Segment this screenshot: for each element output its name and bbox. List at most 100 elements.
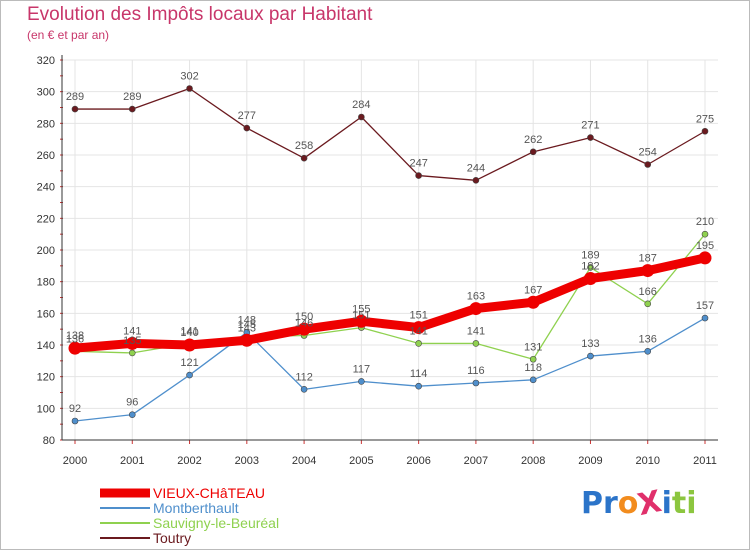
logo-letter: o (617, 486, 639, 521)
logo-letter: P (581, 486, 603, 521)
data-label-vieux-ch-teau: 140 (180, 327, 198, 339)
data-label-vieux-ch-teau: 195 (696, 240, 714, 252)
data-point-vieux-ch-teau (526, 295, 540, 309)
x-tick-label: 2002 (177, 455, 201, 467)
data-point-toutry (701, 127, 709, 135)
data-label-sauvigny-le-beur-al: 151 (352, 310, 370, 322)
data-label-vieux-ch-teau: 141 (123, 325, 141, 337)
x-tick-label: 2008 (521, 455, 545, 467)
x-tick-label: 2011 (693, 455, 717, 467)
data-point-sauvigny-le-beur-al (415, 340, 422, 347)
data-label-sauvigny-le-beur-al: 166 (639, 286, 657, 298)
series-line-toutry (74, 87, 706, 181)
data-point-montberthault (644, 348, 652, 355)
data-point-vieux-ch-teau (297, 322, 311, 336)
data-label-toutry: 289 (123, 91, 141, 103)
x-tick-label: 2004 (292, 455, 316, 467)
data-label-sauvigny-le-beur-al: 141 (180, 325, 198, 337)
data-label-montberthault: 114 (410, 368, 428, 380)
legend-item: Montberthault (100, 500, 239, 516)
data-labels: 289 289 302 277 258 284 247 244 262 271 254 275 92 96… (66, 71, 714, 416)
data-label-vieux-ch-teau: 182 (581, 261, 599, 273)
data-point-vieux-ch-teau (68, 341, 82, 355)
legend-label: VIEUX-CHâTEAU (153, 485, 265, 501)
logo-letter: t (671, 486, 687, 521)
data-point-toutry (243, 124, 251, 132)
data-point-vieux-ch-teau (641, 264, 655, 278)
chart-subtitle: (en € et par an) (27, 28, 110, 42)
series-line-vieux-ch-teau (70, 253, 710, 353)
data-point-toutry (644, 161, 652, 168)
data-point-montberthault (186, 371, 193, 379)
data-label-montberthault: 121 (180, 357, 198, 369)
series-layer (68, 85, 712, 425)
data-point-toutry (186, 85, 193, 92)
x-tick-label: 2005 (349, 455, 373, 467)
data-label-montberthault: 133 (581, 338, 599, 350)
data-label-montberthault: 148 (238, 314, 256, 326)
data-point-montberthault (71, 417, 79, 425)
data-point-montberthault (529, 376, 537, 384)
y-tick-label: 280 (37, 118, 55, 130)
data-label-vieux-ch-teau: 167 (524, 284, 542, 296)
data-point-sauvigny-le-beur-al (587, 264, 594, 271)
legend-item: Toutry (100, 530, 191, 546)
data-point-sauvigny-le-beur-al (701, 230, 709, 238)
x-tick-label: 2003 (235, 455, 259, 467)
y-tick-label: 300 (37, 87, 55, 99)
legend-label: Sauvigny-le-Beuréal (153, 515, 279, 531)
y-tick-label: 200 (37, 245, 55, 257)
data-point-sauvigny-le-beur-al (529, 355, 537, 363)
data-point-toutry (529, 148, 537, 156)
x-tick-label: 2009 (578, 455, 602, 467)
logo-letter: i (686, 486, 697, 521)
data-label-montberthault: 118 (524, 362, 542, 374)
data-label-montberthault: 116 (467, 365, 485, 377)
data-label-sauvigny-le-beur-al: 141 (409, 325, 427, 337)
data-label-vieux-ch-teau: 151 (409, 310, 427, 322)
data-point-montberthault (300, 386, 308, 393)
legend: VIEUX-CHâTEAUMontberthaultSauvigny-le-Be… (100, 485, 279, 546)
data-label-toutry: 258 (295, 140, 313, 152)
data-label-toutry: 262 (524, 134, 542, 146)
series-line-montberthault (74, 317, 706, 422)
data-point-toutry (128, 105, 136, 113)
data-label-montberthault: 157 (696, 300, 714, 312)
data-point-toutry (587, 134, 594, 141)
y-tick-label: 100 (37, 403, 55, 415)
data-point-vieux-ch-teau (354, 314, 368, 328)
logo-letter: i (661, 486, 672, 521)
data-point-montberthault (415, 382, 422, 390)
chart-title: Evolution des Impôts locaux par Habitant (27, 4, 373, 25)
data-label-toutry: 244 (467, 162, 485, 174)
data-point-toutry (358, 113, 365, 121)
data-point-toutry (71, 105, 79, 113)
data-label-sauvigny-le-beur-al: 146 (295, 318, 313, 330)
axes: 80 100 120 140 160 180 200 220 240 260 280 300 320 20… (37, 55, 718, 467)
data-point-vieux-ch-teau (125, 336, 139, 350)
data-label-toutry: 247 (409, 158, 427, 170)
data-point-vieux-ch-teau (698, 251, 712, 265)
y-tick-label: 260 (37, 150, 55, 162)
data-label-vieux-ch-teau: 187 (639, 253, 657, 265)
y-tick-label: 140 (37, 340, 55, 352)
data-point-toutry (472, 177, 480, 184)
data-label-vieux-ch-teau: 143 (238, 322, 256, 334)
data-label-toutry: 284 (352, 99, 370, 111)
data-label-toutry: 289 (66, 91, 84, 103)
x-tick-label: 2000 (63, 455, 87, 467)
data-label-toutry: 277 (238, 110, 256, 122)
data-point-toutry (415, 172, 422, 179)
data-label-sauvigny-le-beur-al: 136 (66, 333, 84, 345)
x-tick-label: 2001 (120, 455, 144, 467)
data-label-vieux-ch-teau: 150 (295, 311, 313, 323)
data-point-montberthault (358, 378, 365, 385)
data-label-montberthault: 96 (126, 397, 138, 409)
data-point-vieux-ch-teau (183, 338, 197, 352)
series-toutry (71, 85, 709, 184)
logo-letter: X (635, 483, 665, 524)
y-tick-label: 80 (43, 435, 55, 447)
data-point-montberthault (701, 314, 709, 322)
x-tick-label: 2010 (635, 455, 659, 467)
data-label-sauvigny-le-beur-al: 135 (123, 335, 141, 347)
